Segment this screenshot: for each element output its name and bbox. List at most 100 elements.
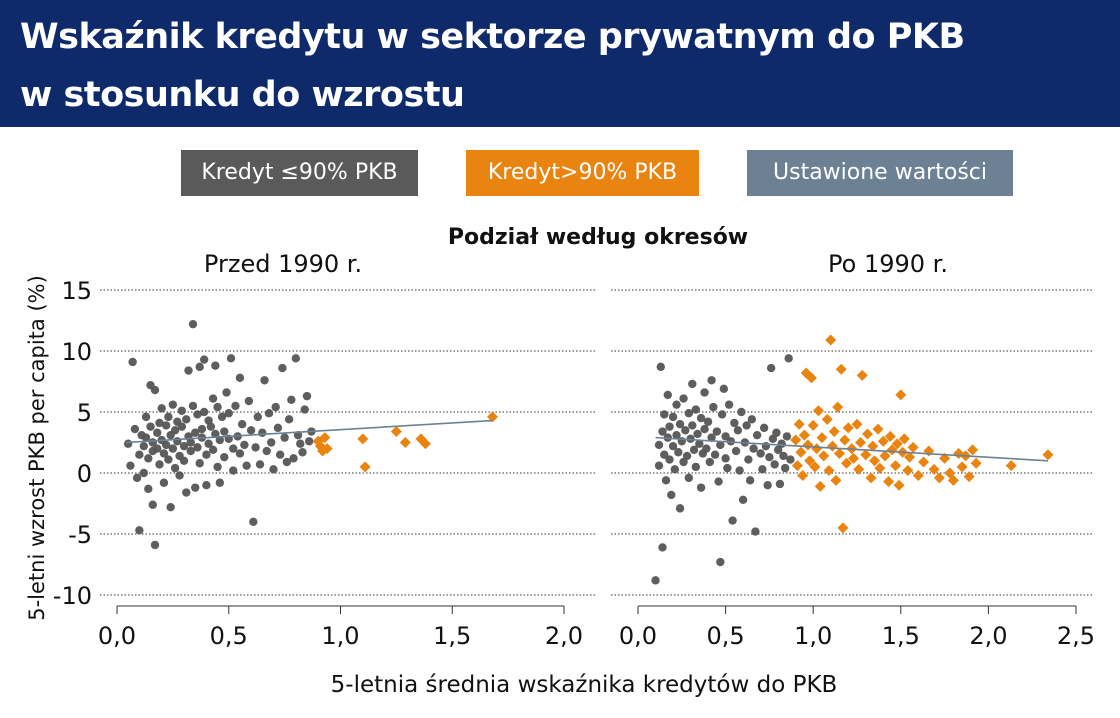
data-point-high-credit	[833, 447, 845, 459]
data-point-low-credit	[175, 471, 184, 480]
data-point-high-credit	[835, 363, 847, 375]
data-point-low-credit	[756, 449, 765, 458]
data-point-low-credit	[157, 404, 166, 413]
data-point-high-credit	[918, 456, 930, 468]
data-point-low-credit	[670, 465, 679, 474]
data-point-high-credit	[798, 429, 810, 441]
data-point-high-credit	[1042, 449, 1054, 461]
data-point-high-credit	[818, 450, 830, 462]
data-point-low-credit	[679, 394, 688, 403]
data-point-low-credit	[182, 415, 191, 424]
data-point-low-credit	[768, 434, 778, 444]
data-point-high-credit	[419, 438, 431, 450]
data-point-low-credit	[237, 420, 247, 429]
data-point-low-credit	[284, 415, 294, 424]
data-point-low-credit	[703, 417, 713, 426]
data-point-low-credit	[202, 450, 211, 459]
data-point-low-credit	[155, 418, 164, 428]
data-point-low-credit	[707, 376, 716, 385]
x-tick-label: 0,0	[619, 622, 657, 650]
data-point-low-credit	[179, 456, 189, 465]
data-point-low-credit	[700, 388, 709, 397]
data-point-high-credit	[898, 433, 910, 445]
data-point-low-credit	[728, 516, 737, 525]
data-point-low-credit	[211, 429, 220, 439]
data-point-low-credit	[177, 422, 187, 431]
legend-item-high-credit: Kredyt>90% PKB	[466, 150, 699, 196]
data-point-low-credit	[139, 468, 149, 478]
data-point-low-credit	[130, 424, 140, 434]
data-point-low-credit	[772, 428, 781, 437]
data-point-low-credit	[235, 449, 245, 458]
data-point-low-credit	[182, 488, 191, 497]
header-banner: Wskaźnik kredytu w sektorze prywatnym do…	[0, 0, 1120, 127]
data-point-low-credit	[170, 426, 180, 435]
data-point-high-credit	[893, 479, 905, 491]
data-point-low-credit	[305, 437, 314, 446]
data-point-low-credit	[716, 440, 725, 450]
data-point-low-credit	[161, 421, 171, 430]
data-point-low-credit	[204, 439, 213, 448]
data-point-low-credit	[197, 424, 207, 434]
data-point-low-credit	[144, 484, 153, 494]
data-point-high-credit	[853, 463, 865, 475]
data-point-high-credit	[486, 411, 498, 423]
data-point-low-credit	[784, 354, 793, 363]
data-point-high-credit	[359, 461, 371, 473]
data-point-low-credit	[155, 460, 164, 469]
data-point-low-credit	[206, 422, 216, 431]
data-point-high-credit	[832, 401, 844, 413]
data-point-low-credit	[267, 438, 276, 447]
data-point-low-credit	[745, 476, 755, 485]
y-tick-label: 5	[77, 399, 92, 427]
data-point-low-credit	[296, 439, 305, 448]
data-point-low-credit	[684, 473, 694, 483]
data-point-low-credit	[696, 413, 706, 423]
data-point-low-credit	[663, 390, 672, 400]
data-point-low-credit	[695, 439, 704, 448]
data-point-low-credit	[141, 412, 151, 422]
data-point-high-credit	[797, 469, 809, 481]
data-point-high-credit	[895, 389, 907, 401]
data-point-low-credit	[777, 439, 786, 448]
data-point-high-credit	[890, 460, 902, 472]
data-point-low-credit	[660, 450, 669, 459]
data-point-high-credit	[860, 449, 872, 461]
data-point-low-credit	[159, 449, 169, 458]
data-point-low-credit	[193, 443, 202, 452]
panel-title-before-1990: Przed 1990 r.	[204, 250, 362, 278]
data-point-high-credit	[877, 435, 889, 447]
data-point-high-credit	[851, 418, 863, 430]
data-point-low-credit	[211, 361, 220, 370]
data-point-low-credit	[689, 445, 699, 455]
data-point-high-credit	[891, 438, 903, 450]
data-point-low-credit	[693, 429, 702, 439]
data-point-high-credit	[883, 476, 895, 488]
y-tick-label: -5	[68, 521, 92, 549]
data-point-high-credit	[923, 445, 935, 457]
data-point-low-credit	[215, 478, 225, 487]
data-point-low-credit	[186, 446, 195, 456]
data-point-low-credit	[220, 427, 229, 436]
data-point-low-credit	[705, 457, 715, 467]
data-point-low-credit	[658, 427, 667, 436]
data-point-low-credit	[721, 454, 730, 463]
data-point-low-credit	[773, 445, 783, 455]
data-point-low-credit	[220, 452, 229, 462]
data-point-high-credit	[963, 471, 975, 483]
data-point-low-credit	[758, 465, 767, 474]
data-point-low-credit	[651, 576, 660, 585]
data-point-high-credit	[811, 443, 823, 455]
data-point-low-credit	[668, 412, 678, 422]
y-tick-label: 0	[77, 460, 92, 488]
legend-item-fitted-values: Ustawione wartości	[747, 150, 1013, 196]
fit-line	[655, 436, 1049, 462]
x-tick-label: 1,5	[433, 622, 471, 650]
data-point-low-credit	[710, 450, 720, 459]
data-point-high-credit	[862, 428, 874, 440]
x-tick-label: 1,5	[882, 622, 920, 650]
data-point-low-credit	[269, 465, 278, 474]
x-tick-label: 1,0	[321, 622, 359, 650]
data-point-high-credit	[956, 461, 968, 473]
